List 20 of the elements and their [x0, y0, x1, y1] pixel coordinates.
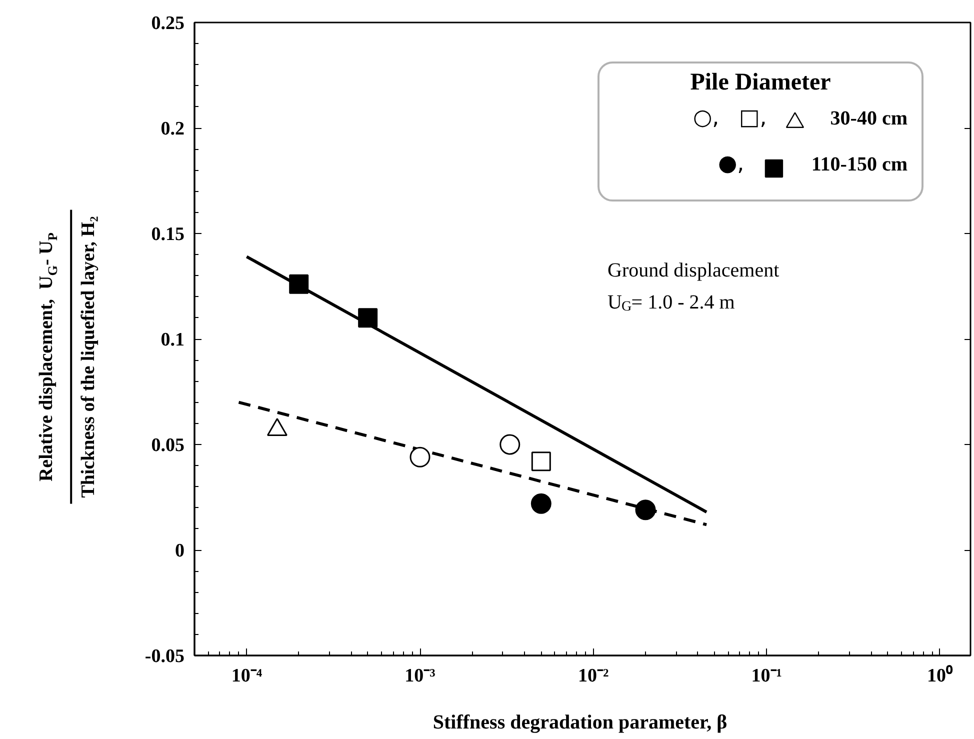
y-tick-label: 0: [175, 540, 184, 562]
x-tick-label: 10⁻¹: [751, 666, 782, 686]
x-tick-label: 10⁻³: [404, 666, 436, 686]
annotation: □,: [738, 106, 767, 130]
x-tick-label: 10⁰: [926, 664, 953, 686]
y-tick-label: 0.15: [151, 224, 184, 245]
y-tick-label: 0.1: [160, 330, 184, 350]
annotation: ○,: [692, 106, 720, 130]
x-axis-title: Stiffness degradation parameter, β: [432, 712, 728, 734]
y-tick-label: 0.05: [151, 435, 184, 456]
y-tick-label: 0.2: [160, 118, 184, 140]
legend-label: 110-150 cm: [811, 154, 908, 176]
y-tick-label: 0.25: [151, 13, 184, 34]
x-tick-label: 10⁻⁴: [231, 666, 262, 686]
legend-label: 30-40 cm: [830, 108, 908, 130]
x-tick-label: 10⁻²: [578, 666, 609, 686]
legend-title: Pile Diameter: [690, 70, 832, 96]
annotation: ●,: [718, 152, 744, 176]
annotation: Ground displacement: [608, 260, 780, 282]
y-tick-label: -0.05: [144, 646, 184, 667]
